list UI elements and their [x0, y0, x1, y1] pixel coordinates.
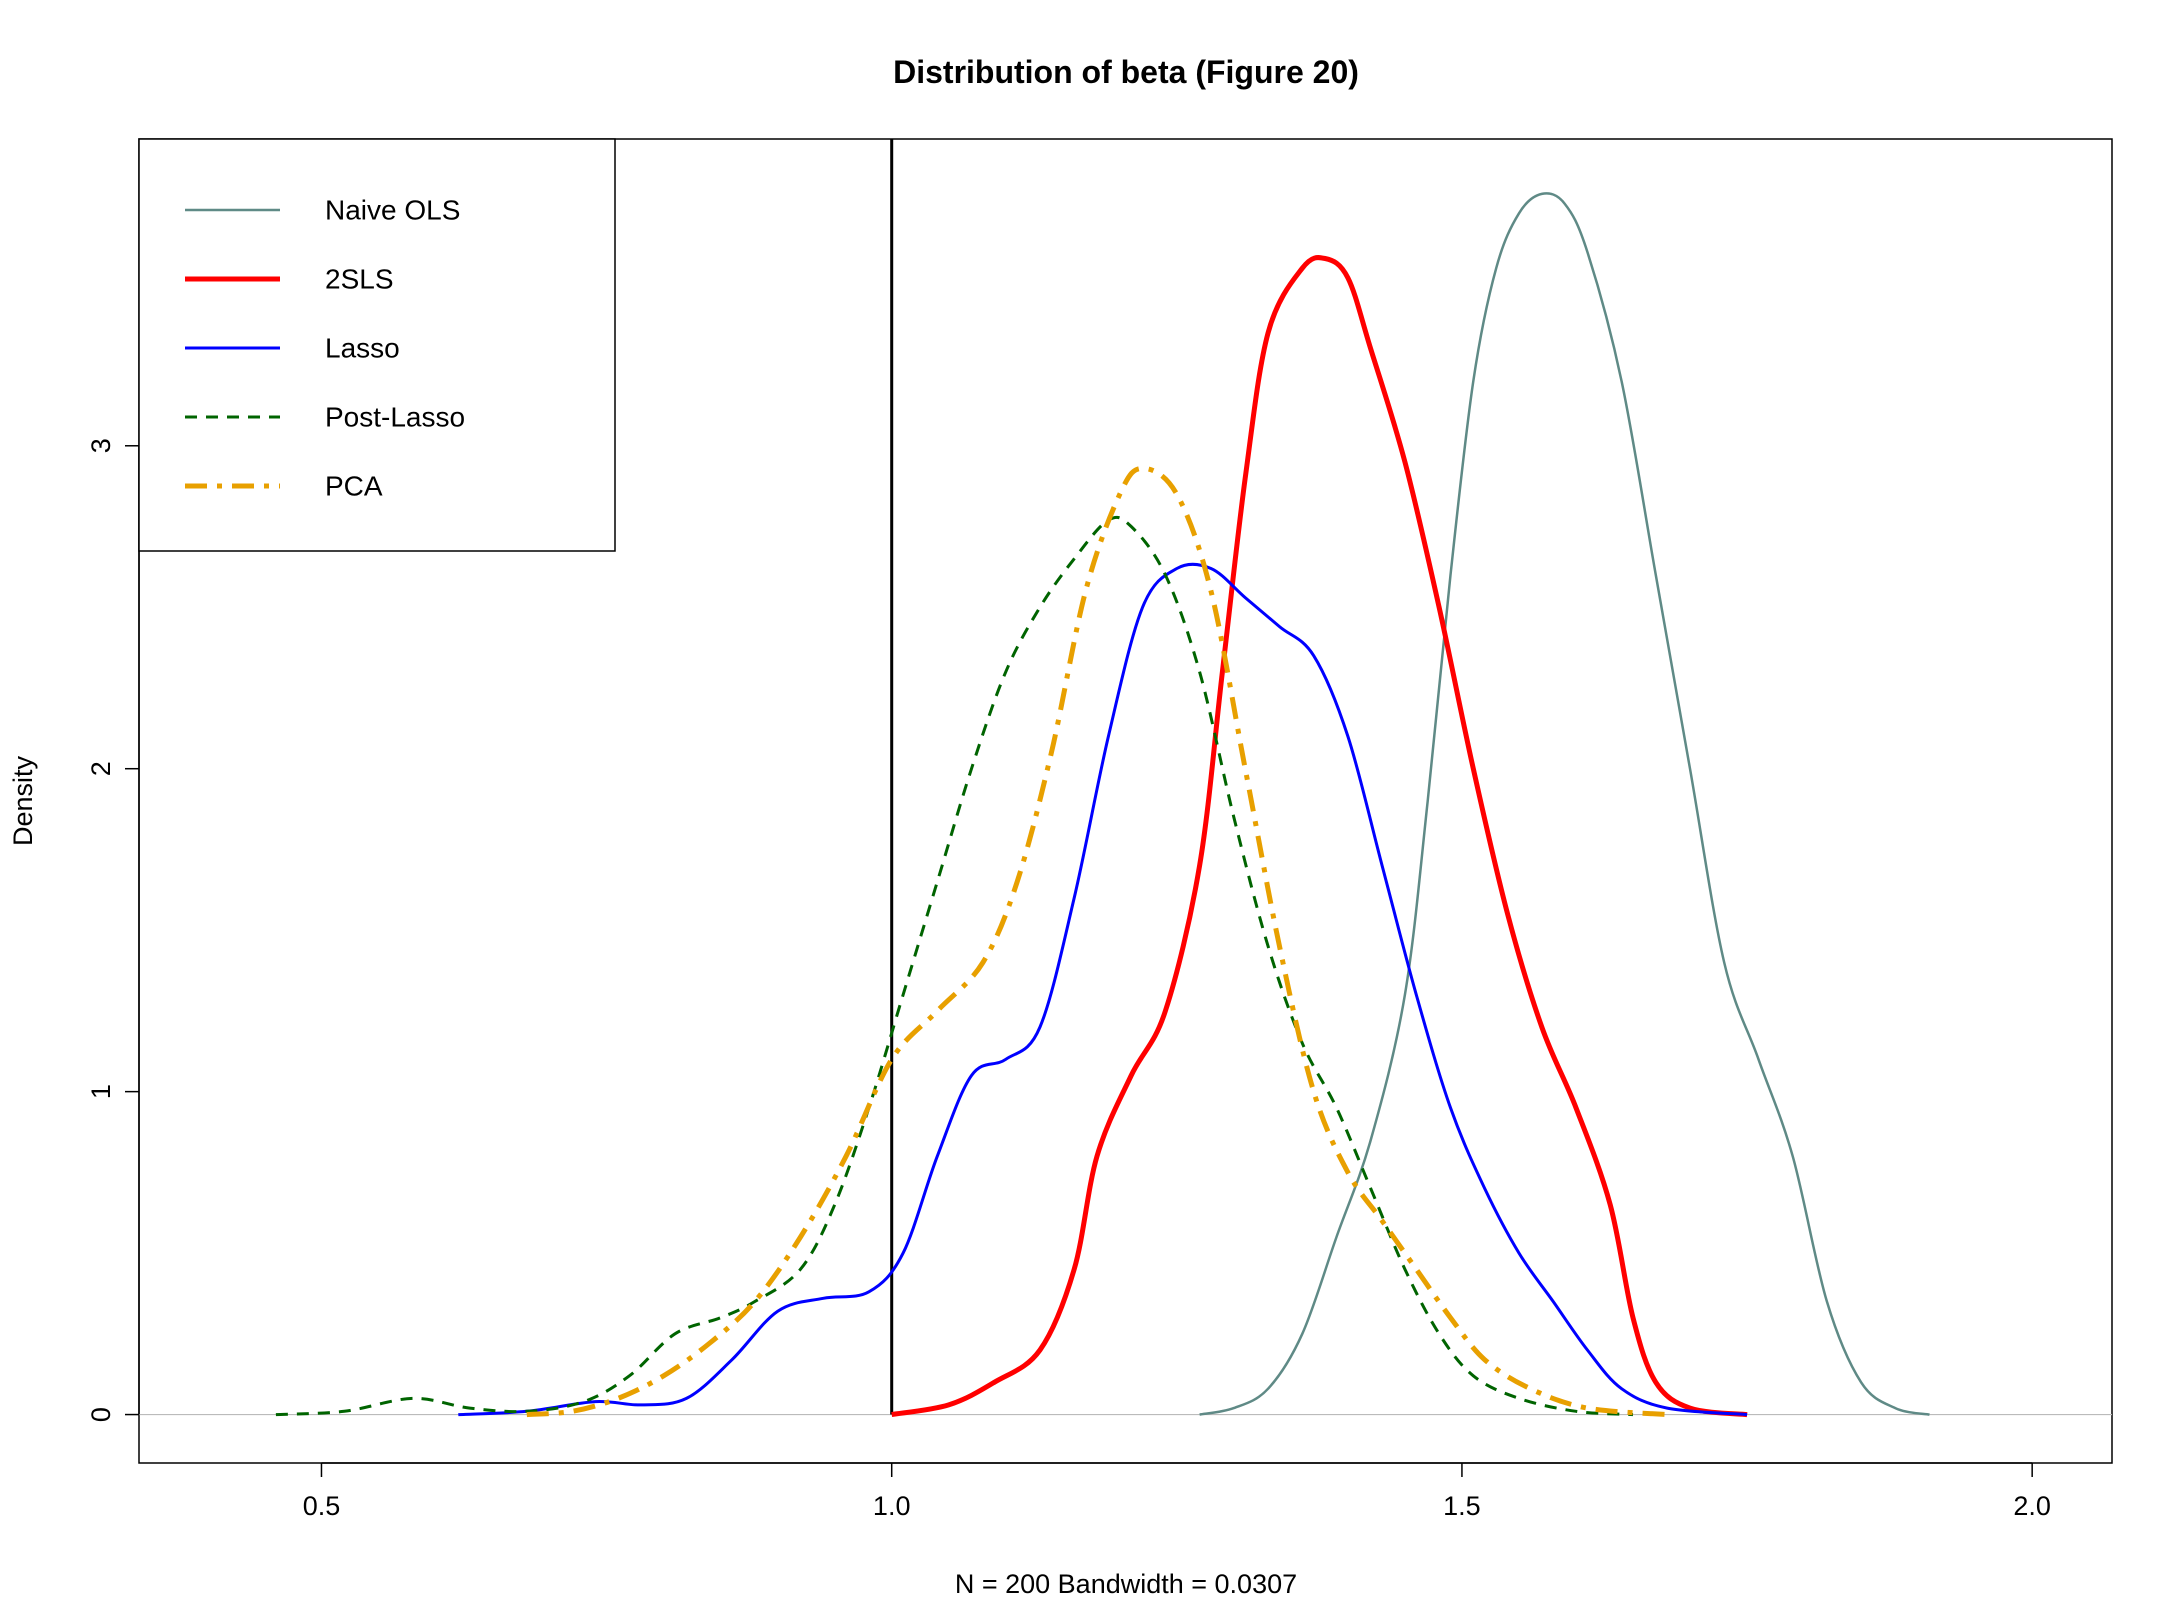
legend-label-lasso: Lasso	[325, 333, 400, 364]
x-tick-label: 0.5	[303, 1491, 341, 1521]
legend-label-2sls: 2SLS	[325, 264, 394, 295]
y-tick-label: 2	[86, 761, 116, 776]
y-tick-label: 0	[86, 1407, 116, 1422]
y-tick-label: 1	[86, 1084, 116, 1099]
legend-label-post-lasso: Post-Lasso	[325, 402, 465, 433]
series-line-pca	[526, 465, 1668, 1418]
x-tick-label: 2.0	[2013, 1491, 2051, 1521]
x-tick-label: 1.5	[1443, 1491, 1481, 1521]
y-tick-label: 3	[86, 438, 116, 453]
series-line-post-lasso	[275, 515, 1634, 1417]
series-layer	[275, 192, 1930, 1418]
chart-title: Distribution of beta (Figure 20)	[893, 54, 1359, 90]
y-axis: 0 1 2 3	[86, 438, 140, 1422]
legend-label-naive-ols: Naive OLS	[325, 195, 460, 226]
series-line-2sls	[891, 255, 1748, 1418]
x-axis: 0.5 1.0 1.5 2.0	[303, 1462, 2051, 1521]
x-axis-label: N = 200 Bandwidth = 0.0307	[955, 1569, 1297, 1599]
series-line-naive-ols	[1199, 192, 1930, 1416]
x-tick-label: 1.0	[873, 1491, 911, 1521]
y-axis-label: Density	[8, 755, 38, 846]
legend: Naive OLS 2SLS Lasso Post-Lasso PCA	[138, 138, 616, 552]
legend-label-pca: PCA	[325, 471, 383, 502]
series-line-lasso	[458, 562, 1748, 1417]
legend-box	[138, 138, 616, 552]
